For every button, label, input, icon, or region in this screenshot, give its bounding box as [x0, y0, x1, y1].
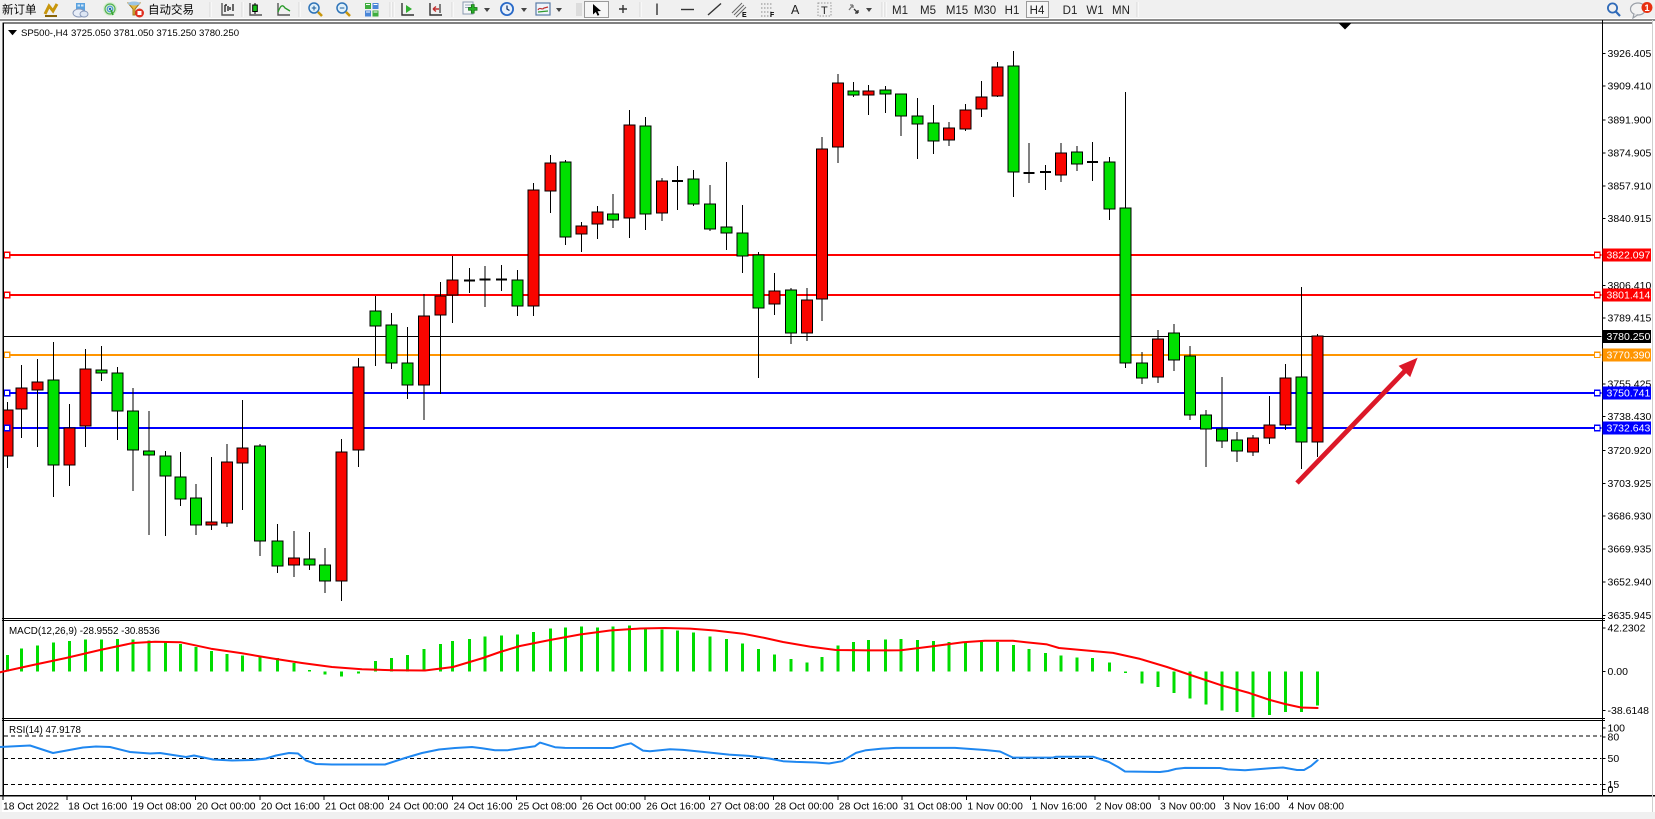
svg-text:25 Oct 08:00: 25 Oct 08:00 — [518, 802, 577, 813]
svg-text:M1: M1 — [892, 5, 908, 17]
svg-text:M5: M5 — [920, 5, 936, 17]
svg-text:2 Nov 08:00: 2 Nov 08:00 — [1096, 802, 1152, 813]
svg-text:31 Oct 08:00: 31 Oct 08:00 — [903, 802, 962, 813]
svg-text:15: 15 — [1608, 779, 1620, 791]
svg-text:A: A — [791, 3, 800, 17]
svg-text:100: 100 — [1608, 723, 1626, 735]
svg-text:3738.430: 3738.430 — [1608, 411, 1652, 423]
svg-text:3652.940: 3652.940 — [1608, 576, 1652, 588]
svg-text:26 Oct 16:00: 26 Oct 16:00 — [646, 802, 705, 813]
svg-text:42.2302: 42.2302 — [1608, 623, 1646, 635]
svg-text:3770.390: 3770.390 — [1607, 349, 1651, 361]
svg-text:D1: D1 — [1063, 5, 1078, 17]
svg-text:3840.915: 3840.915 — [1608, 213, 1652, 225]
svg-text:自动交易: 自动交易 — [148, 3, 194, 17]
svg-text:3780.250: 3780.250 — [1607, 331, 1651, 343]
svg-text:24 Oct 16:00: 24 Oct 16:00 — [454, 802, 513, 813]
svg-text:T: T — [821, 5, 828, 17]
svg-text:20 Oct 16:00: 20 Oct 16:00 — [261, 802, 320, 813]
svg-text:3 Nov 16:00: 3 Nov 16:00 — [1224, 802, 1280, 813]
svg-text:3822.097: 3822.097 — [1607, 250, 1651, 262]
svg-text:3635.945: 3635.945 — [1608, 610, 1652, 622]
svg-text:W1: W1 — [1086, 5, 1103, 17]
svg-text:3732.643: 3732.643 — [1607, 422, 1651, 434]
svg-text:−: − — [339, 3, 344, 13]
svg-text:3789.415: 3789.415 — [1608, 313, 1652, 325]
svg-text:3801.414: 3801.414 — [1607, 290, 1651, 302]
svg-text:26 Oct 00:00: 26 Oct 00:00 — [582, 802, 641, 813]
svg-text:18 Oct 16:00: 18 Oct 16:00 — [68, 802, 127, 813]
svg-text:MN: MN — [1112, 5, 1130, 17]
svg-text:28 Oct 00:00: 28 Oct 00:00 — [775, 802, 834, 813]
svg-text:E: E — [742, 12, 747, 19]
svg-text:3874.905: 3874.905 — [1608, 147, 1652, 159]
svg-text:18 Oct 2022: 18 Oct 2022 — [3, 802, 59, 813]
svg-text:24 Oct 00:00: 24 Oct 00:00 — [389, 802, 448, 813]
svg-text:SP500-,H4: SP500-,H4 — [21, 28, 69, 39]
svg-text:20 Oct 00:00: 20 Oct 00:00 — [197, 802, 256, 813]
svg-text:4 Nov 08:00: 4 Nov 08:00 — [1289, 802, 1345, 813]
svg-text:3926.405: 3926.405 — [1608, 48, 1652, 60]
svg-text:27 Oct 08:00: 27 Oct 08:00 — [710, 802, 769, 813]
svg-text:3686.930: 3686.930 — [1608, 511, 1652, 523]
svg-text:M30: M30 — [974, 5, 996, 17]
svg-text:+: + — [311, 3, 316, 13]
svg-text:1 Nov 16:00: 1 Nov 16:00 — [1032, 802, 1088, 813]
svg-text:3 Nov 00:00: 3 Nov 00:00 — [1160, 802, 1216, 813]
svg-text:19 Oct 08:00: 19 Oct 08:00 — [132, 802, 191, 813]
svg-text:RSI(14) 47.9178: RSI(14) 47.9178 — [9, 725, 81, 736]
svg-text:1: 1 — [1644, 3, 1650, 14]
svg-text:1 Nov 00:00: 1 Nov 00:00 — [967, 802, 1023, 813]
svg-text:F: F — [770, 12, 775, 19]
svg-text:MACD(12,26,9) -28.9552 -30.853: MACD(12,26,9) -28.9552 -30.8536 — [9, 626, 160, 637]
svg-text:28 Oct 16:00: 28 Oct 16:00 — [839, 802, 898, 813]
svg-text:3750.741: 3750.741 — [1607, 387, 1651, 399]
svg-text:50: 50 — [1608, 753, 1620, 765]
svg-text:H1: H1 — [1005, 5, 1020, 17]
svg-text:M15: M15 — [946, 5, 968, 17]
svg-text:3891.900: 3891.900 — [1608, 115, 1652, 127]
svg-text:3909.410: 3909.410 — [1608, 81, 1652, 93]
svg-text:-38.6148: -38.6148 — [1608, 705, 1650, 717]
svg-text:H4: H4 — [1030, 5, 1045, 17]
svg-text:80: 80 — [1608, 732, 1620, 744]
svg-text:3725.050 3781.050 3715.250 378: 3725.050 3781.050 3715.250 3780.250 — [71, 28, 239, 39]
svg-text:0: 0 — [1608, 784, 1614, 796]
svg-text:21 Oct 08:00: 21 Oct 08:00 — [325, 802, 384, 813]
svg-text:3669.935: 3669.935 — [1608, 544, 1652, 556]
svg-text:3720.920: 3720.920 — [1608, 445, 1652, 457]
svg-text:3857.910: 3857.910 — [1608, 180, 1652, 192]
svg-text:3703.925: 3703.925 — [1608, 478, 1652, 490]
svg-text:新订单: 新订单 — [2, 3, 37, 17]
svg-text:0.00: 0.00 — [1608, 666, 1629, 678]
